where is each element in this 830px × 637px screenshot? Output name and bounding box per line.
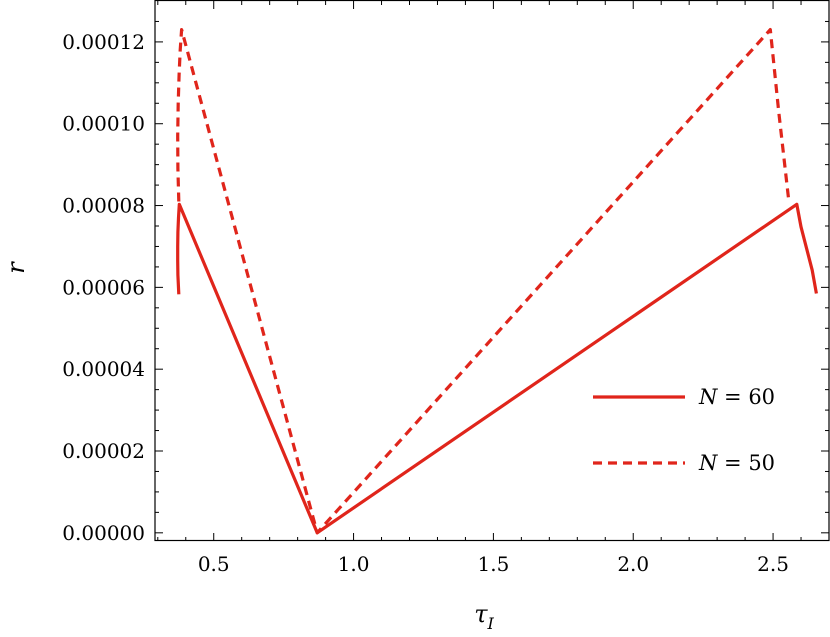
x-tick-label: 1.0 [338, 552, 370, 576]
legend-var: N [698, 451, 718, 475]
legend-label-2: N = 50 [698, 451, 775, 475]
y-tick-label: 0.00004 [62, 357, 145, 381]
y-tick-label: 0.00000 [62, 521, 145, 545]
x-axis-label: τI [474, 600, 494, 633]
series-group [176, 28, 818, 535]
plot-frame [154, 0, 830, 542]
x-tick-label: 0.5 [198, 552, 230, 576]
legend: N = 60N = 50 [593, 385, 775, 475]
y-tick-label: 0.00010 [62, 112, 145, 136]
x-tick-label: 2.5 [757, 552, 789, 576]
y-tick-label: 0.00006 [62, 275, 145, 299]
x-axis-label-subscript: I [486, 614, 494, 633]
y-tick-label: 0.00002 [62, 439, 145, 463]
y-axis-label: r [2, 261, 30, 274]
y-tick-label: 0.00008 [62, 194, 145, 218]
legend-eq: = 60 [717, 385, 775, 409]
x-tick-label: 1.5 [477, 552, 509, 576]
y-tick-label: 0.00012 [62, 30, 145, 54]
series-line-1 [176, 202, 818, 535]
legend-label-1: N = 60 [698, 385, 775, 409]
ticks: 0.5 1.0 1.5 2.0 2.5 0.00000 0.00002 0.00004 0.00… [62, 1, 830, 576]
x-tick-label: 2.0 [617, 552, 649, 576]
series-line-2 [176, 28, 790, 535]
legend-var: N [698, 385, 718, 409]
legend-eq: = 50 [717, 451, 775, 475]
